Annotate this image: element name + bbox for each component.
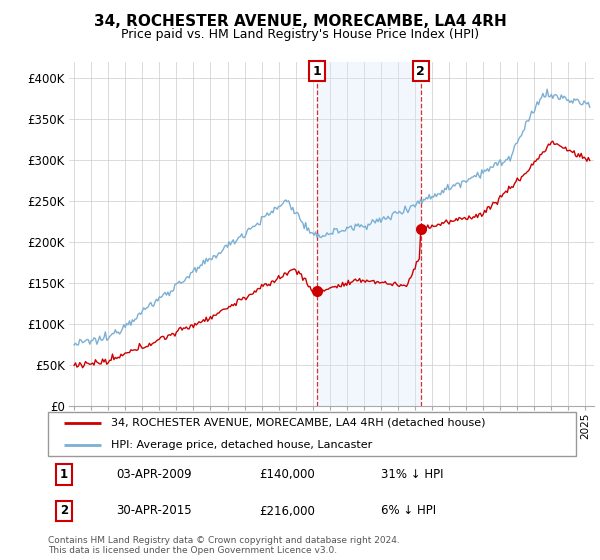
Text: 2: 2 (60, 505, 68, 517)
Text: HPI: Average price, detached house, Lancaster: HPI: Average price, detached house, Lanc… (112, 440, 373, 450)
Text: 34, ROCHESTER AVENUE, MORECAMBE, LA4 4RH (detached house): 34, ROCHESTER AVENUE, MORECAMBE, LA4 4RH… (112, 418, 486, 428)
FancyBboxPatch shape (48, 412, 576, 456)
Bar (317, 62, 421, 406)
Text: 1: 1 (60, 468, 68, 481)
Text: 03-APR-2009: 03-APR-2009 (116, 468, 192, 481)
Text: £216,000: £216,000 (259, 505, 315, 517)
Text: 2: 2 (416, 65, 425, 78)
Text: 31% ↓ HPI: 31% ↓ HPI (380, 468, 443, 481)
Text: 6% ↓ HPI: 6% ↓ HPI (380, 505, 436, 517)
Text: Contains HM Land Registry data © Crown copyright and database right 2024.: Contains HM Land Registry data © Crown c… (48, 536, 400, 545)
Text: 30-APR-2015: 30-APR-2015 (116, 505, 192, 517)
Text: 1: 1 (313, 65, 322, 78)
Text: 34, ROCHESTER AVENUE, MORECAMBE, LA4 4RH: 34, ROCHESTER AVENUE, MORECAMBE, LA4 4RH (94, 14, 506, 29)
Text: £140,000: £140,000 (259, 468, 315, 481)
Text: Price paid vs. HM Land Registry's House Price Index (HPI): Price paid vs. HM Land Registry's House … (121, 28, 479, 41)
Text: This data is licensed under the Open Government Licence v3.0.: This data is licensed under the Open Gov… (48, 546, 337, 555)
